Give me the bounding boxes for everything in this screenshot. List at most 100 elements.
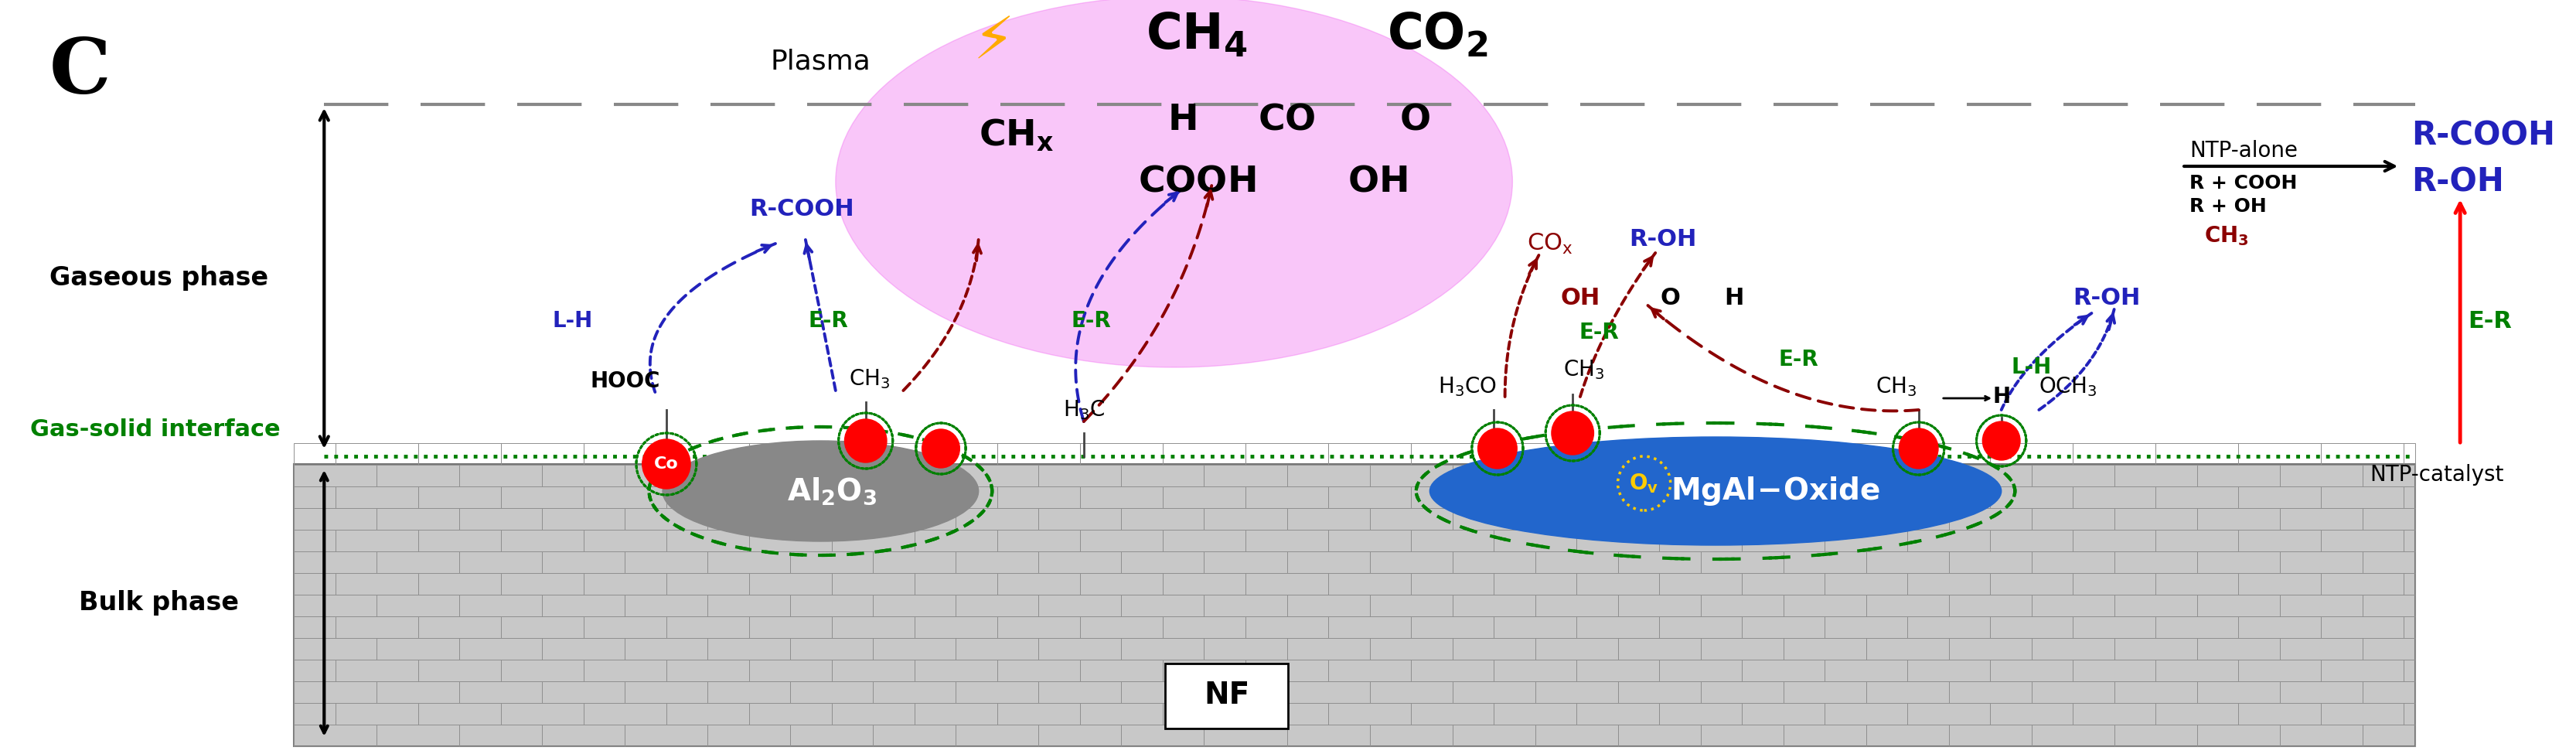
Bar <box>1079 573 1162 595</box>
Bar <box>1535 725 1618 746</box>
Bar <box>2115 725 2197 746</box>
Bar <box>1244 486 1329 508</box>
Bar <box>2321 443 2403 464</box>
Text: E-R: E-R <box>1072 310 1110 332</box>
Bar <box>2115 638 2197 660</box>
Bar <box>667 486 750 508</box>
Bar <box>2280 638 2362 660</box>
Bar <box>1865 638 1947 660</box>
Bar <box>1906 703 1991 725</box>
Bar <box>667 530 750 551</box>
Bar <box>335 660 417 682</box>
Bar <box>1577 443 1659 464</box>
Bar <box>2115 464 2197 486</box>
Bar <box>294 616 335 638</box>
Bar <box>294 464 2416 746</box>
Bar <box>1038 595 1121 616</box>
Bar <box>667 660 750 682</box>
Circle shape <box>922 429 961 468</box>
Bar <box>1244 530 1329 551</box>
Circle shape <box>845 419 886 462</box>
Bar <box>1618 638 1700 660</box>
Bar <box>417 660 500 682</box>
Bar <box>417 530 500 551</box>
Bar <box>1947 682 2032 703</box>
Bar <box>1783 595 1865 616</box>
Bar <box>1535 508 1618 530</box>
Bar <box>1329 443 1412 464</box>
Circle shape <box>1479 428 1517 469</box>
Bar <box>2239 530 2321 551</box>
Bar <box>1203 638 1288 660</box>
Bar <box>2403 530 2416 551</box>
Bar <box>376 551 459 573</box>
Bar <box>1906 486 1991 508</box>
Bar <box>2321 486 2403 508</box>
Bar <box>585 703 667 725</box>
Bar <box>1079 530 1162 551</box>
Text: $\mathbf{CH_4}$: $\mathbf{CH_4}$ <box>1146 11 1247 59</box>
Bar <box>1659 486 1741 508</box>
Bar <box>294 682 376 703</box>
Bar <box>2197 464 2280 486</box>
Bar <box>2403 443 2416 464</box>
Bar <box>1412 703 1494 725</box>
Bar <box>708 682 791 703</box>
Bar <box>376 464 459 486</box>
Bar <box>1244 660 1329 682</box>
Bar <box>1741 573 1824 595</box>
Bar <box>1288 595 1370 616</box>
Bar <box>2156 660 2239 682</box>
Bar <box>1453 508 1535 530</box>
Bar <box>335 443 417 464</box>
Bar <box>750 443 832 464</box>
Bar <box>459 595 544 616</box>
Bar <box>376 725 459 746</box>
Text: R-OH: R-OH <box>2074 287 2141 309</box>
Bar <box>1038 464 1121 486</box>
Bar <box>1121 464 1203 486</box>
Bar <box>832 530 914 551</box>
Bar <box>459 638 544 660</box>
Bar <box>2362 551 2416 573</box>
Bar <box>956 682 1038 703</box>
Bar <box>1412 443 1494 464</box>
Bar <box>1453 725 1535 746</box>
Bar <box>335 703 417 725</box>
Bar <box>1906 616 1991 638</box>
Circle shape <box>641 440 690 489</box>
Text: H: H <box>1991 386 2009 408</box>
Bar <box>1535 464 1618 486</box>
Bar <box>1947 551 2032 573</box>
Bar <box>1329 616 1412 638</box>
Bar <box>1741 486 1824 508</box>
Bar <box>376 638 459 660</box>
Bar <box>708 508 791 530</box>
Bar <box>1412 573 1494 595</box>
Bar <box>2032 464 2115 486</box>
FancyBboxPatch shape <box>1164 664 1288 728</box>
Text: R-COOH: R-COOH <box>750 198 855 220</box>
Bar <box>873 682 956 703</box>
Bar <box>1824 703 1906 725</box>
Circle shape <box>1551 412 1595 455</box>
Bar <box>544 508 626 530</box>
Bar <box>1370 595 1453 616</box>
Bar <box>500 660 585 682</box>
Bar <box>2362 725 2416 746</box>
Bar <box>1288 682 1370 703</box>
Bar <box>500 530 585 551</box>
Text: Gas-solid interface: Gas-solid interface <box>31 418 281 440</box>
Bar <box>544 682 626 703</box>
Bar <box>2074 530 2156 551</box>
Text: E-R: E-R <box>1777 349 1819 370</box>
Bar <box>1079 443 1162 464</box>
Bar <box>997 573 1079 595</box>
Bar <box>956 551 1038 573</box>
Text: R-OH: R-OH <box>2411 165 2504 198</box>
Bar <box>1618 508 1700 530</box>
Bar <box>997 486 1079 508</box>
Text: $\mathbf{COOH}$: $\mathbf{COOH}$ <box>1139 164 1255 199</box>
Bar <box>2074 443 2156 464</box>
Text: $\mathrm{H_3CO}$: $\mathrm{H_3CO}$ <box>1437 375 1497 398</box>
